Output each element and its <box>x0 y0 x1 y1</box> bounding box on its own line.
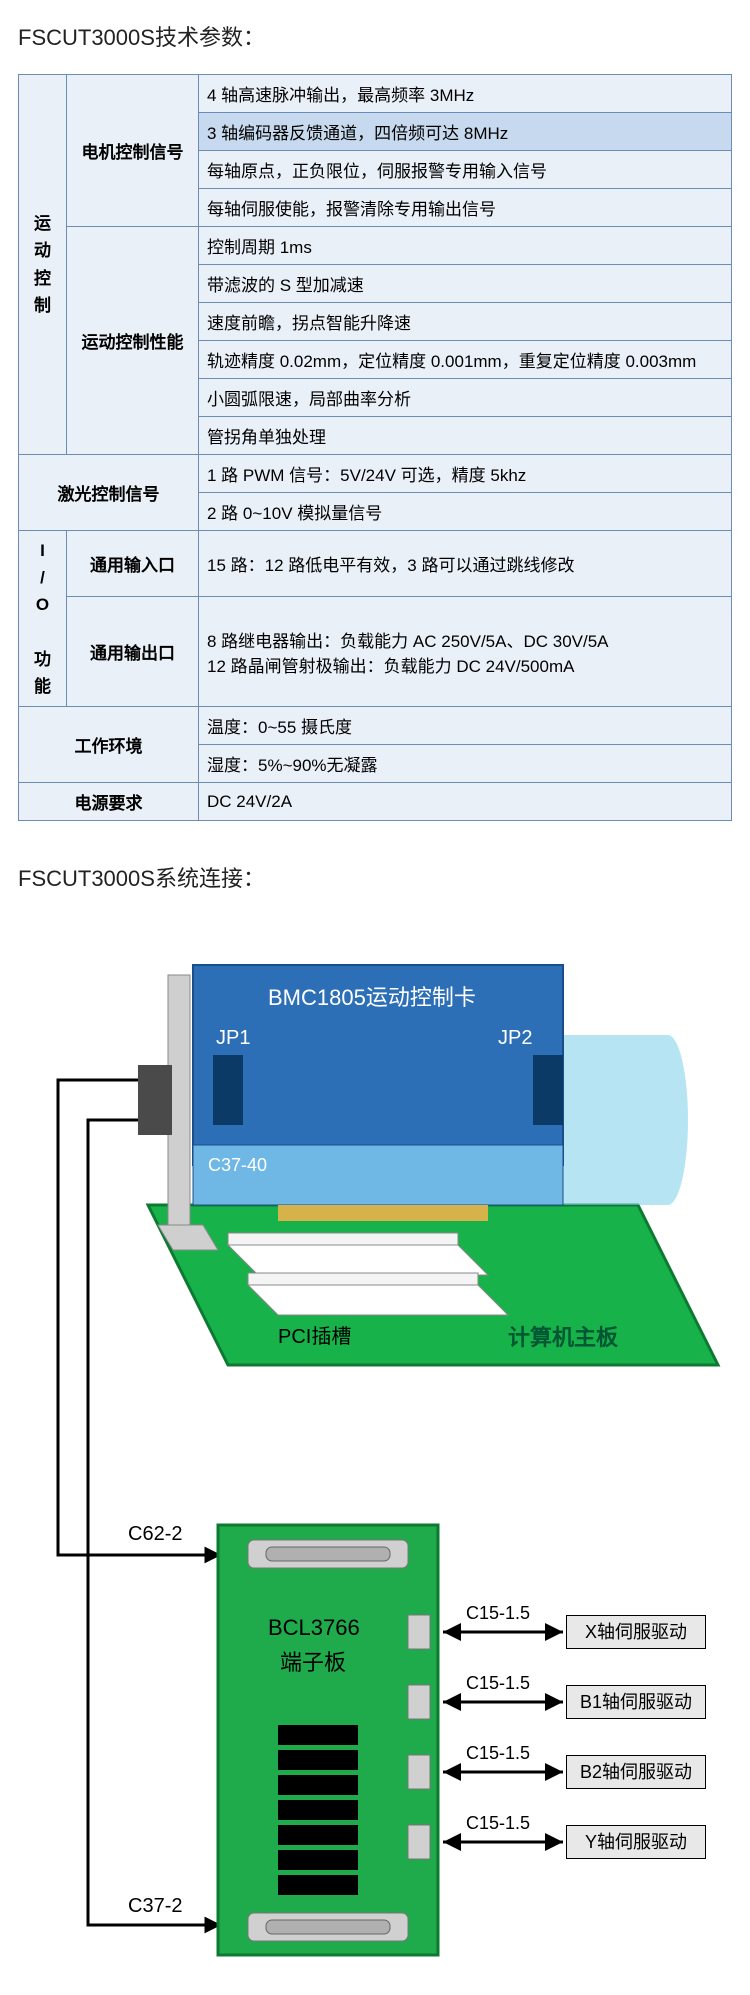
pci-slot <box>228 1233 488 1275</box>
spec-cell: 1 路 PWM 信号：5V/24V 可选，精度 5khz <box>199 455 732 493</box>
motherboard-text: 计算机主板 <box>508 1320 618 1352</box>
spec-cell: 小圆弧限速，局部曲率分析 <box>199 379 732 417</box>
card-title-text: BMC1805运动控制卡 <box>268 980 476 1012</box>
terminal-name-text: BCL3766 <box>268 1615 360 1641</box>
c37-2-text: C37-2 <box>128 1895 182 1918</box>
laser-label: 激光控制信号 <box>19 455 199 531</box>
pci-slot-text: PCI插槽 <box>278 1320 351 1349</box>
drive-box: X轴伺服驱动 <box>566 1615 706 1649</box>
drive-box: Y轴伺服驱动 <box>566 1825 706 1859</box>
c62-2-text: C62-2 <box>128 1523 182 1546</box>
specs-title: FSCUT3000S技术参数： <box>18 20 732 52</box>
spec-cell: 温度：0~55 摄氏度 <box>199 707 732 745</box>
c37-40-text: C37-40 <box>208 1155 267 1176</box>
spec-cell: 15 路：12 路低电平有效，3 路可以通过跳线修改 <box>199 531 732 597</box>
power-label: 电源要求 <box>19 783 199 821</box>
cable-label: C15-1.5 <box>466 1743 530 1764</box>
spec-cell: 每轴原点，正负限位，伺服报警专用输入信号 <box>199 151 732 189</box>
motion-perf-label: 运动控制性能 <box>67 227 199 455</box>
spec-cell: 轨迹精度 0.02mm，定位精度 0.001mm，重复定位精度 0.003mm <box>199 341 732 379</box>
spec-cell: 4 轴高速脉冲输出，最高频率 3MHz <box>199 75 732 113</box>
io-in-label: 通用输入口 <box>67 531 199 597</box>
io-vert-label: I/O 功能 <box>19 531 67 707</box>
spec-cell: 2 路 0~10V 模拟量信号 <box>199 493 732 531</box>
spec-cell: 带滤波的 S 型加减速 <box>199 265 732 303</box>
spec-cell: DC 24V/2A <box>199 783 732 821</box>
drive-box: B2轴伺服驱动 <box>566 1755 706 1789</box>
jp2-text: JP2 <box>498 1027 532 1050</box>
spec-cell: 管拐角单独处理 <box>199 417 732 455</box>
motion-vert-label: 运动控制 <box>19 75 67 455</box>
spec-cell: 湿度：5%~90%无凝露 <box>199 745 732 783</box>
diagram-svg <box>18 915 732 1975</box>
drive-box: B1轴伺服驱动 <box>566 1685 706 1719</box>
terminal-board-shape <box>218 1525 438 1955</box>
pci-slot <box>248 1273 508 1315</box>
spec-cell: 控制周期 1ms <box>199 227 732 265</box>
terminal-sub-text: 端子板 <box>280 1645 346 1677</box>
conn-title: FSCUT3000S系统连接： <box>18 861 732 893</box>
spec-cell: 每轴伺服使能，报警清除专用输出信号 <box>199 189 732 227</box>
env-label: 工作环境 <box>19 707 199 783</box>
spec-cell: 速度前瞻，拐点智能升降速 <box>199 303 732 341</box>
io-out-label: 通用输出口 <box>67 597 199 707</box>
drive-cables <box>443 1632 563 1842</box>
cable-label: C15-1.5 <box>466 1603 530 1624</box>
jp1-text: JP1 <box>216 1027 250 1050</box>
spec-cell: 3 轴编码器反馈通道，四倍频可达 8MHz <box>199 113 732 151</box>
cable-label: C15-1.5 <box>466 1813 530 1834</box>
connection-diagram: BMC1805运动控制卡 JP1 JP2 C37-40 PCI插槽 计算机主板 … <box>18 915 732 1975</box>
cable-label: C15-1.5 <box>466 1673 530 1694</box>
spec-cell: 8 路继电器输出：负载能力 AC 250V/5A、DC 30V/5A 12 路晶… <box>199 597 732 707</box>
motor-signal-label: 电机控制信号 <box>67 75 199 227</box>
spec-table: 运动控制 电机控制信号 4 轴高速脉冲输出，最高频率 3MHz 3 轴编码器反馈… <box>18 74 732 821</box>
